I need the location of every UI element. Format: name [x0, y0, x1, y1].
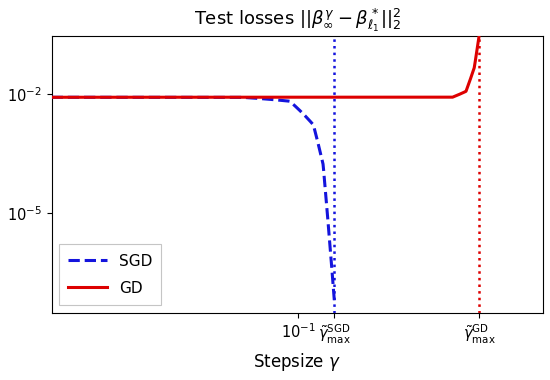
SGD — [48, 95, 55, 100]
Title: Test losses $||\beta_\infty^\gamma - \beta_{\ell_1}^*||_2^2$: Test losses $||\beta_\infty^\gamma - \be… — [194, 7, 401, 34]
GD — [48, 95, 55, 100]
Legend: SGD, GD: SGD, GD — [59, 244, 161, 305]
GD — [73, 95, 80, 100]
Line: GD: GD — [52, 36, 479, 97]
SGD — [274, 98, 281, 102]
GD — [274, 95, 281, 100]
Line: SGD: SGD — [52, 97, 334, 301]
SGD — [287, 100, 294, 104]
GD — [435, 95, 442, 100]
GD — [287, 95, 294, 100]
SGD — [73, 95, 80, 100]
X-axis label: Stepsize $\gamma$: Stepsize $\gamma$ — [254, 351, 342, 373]
